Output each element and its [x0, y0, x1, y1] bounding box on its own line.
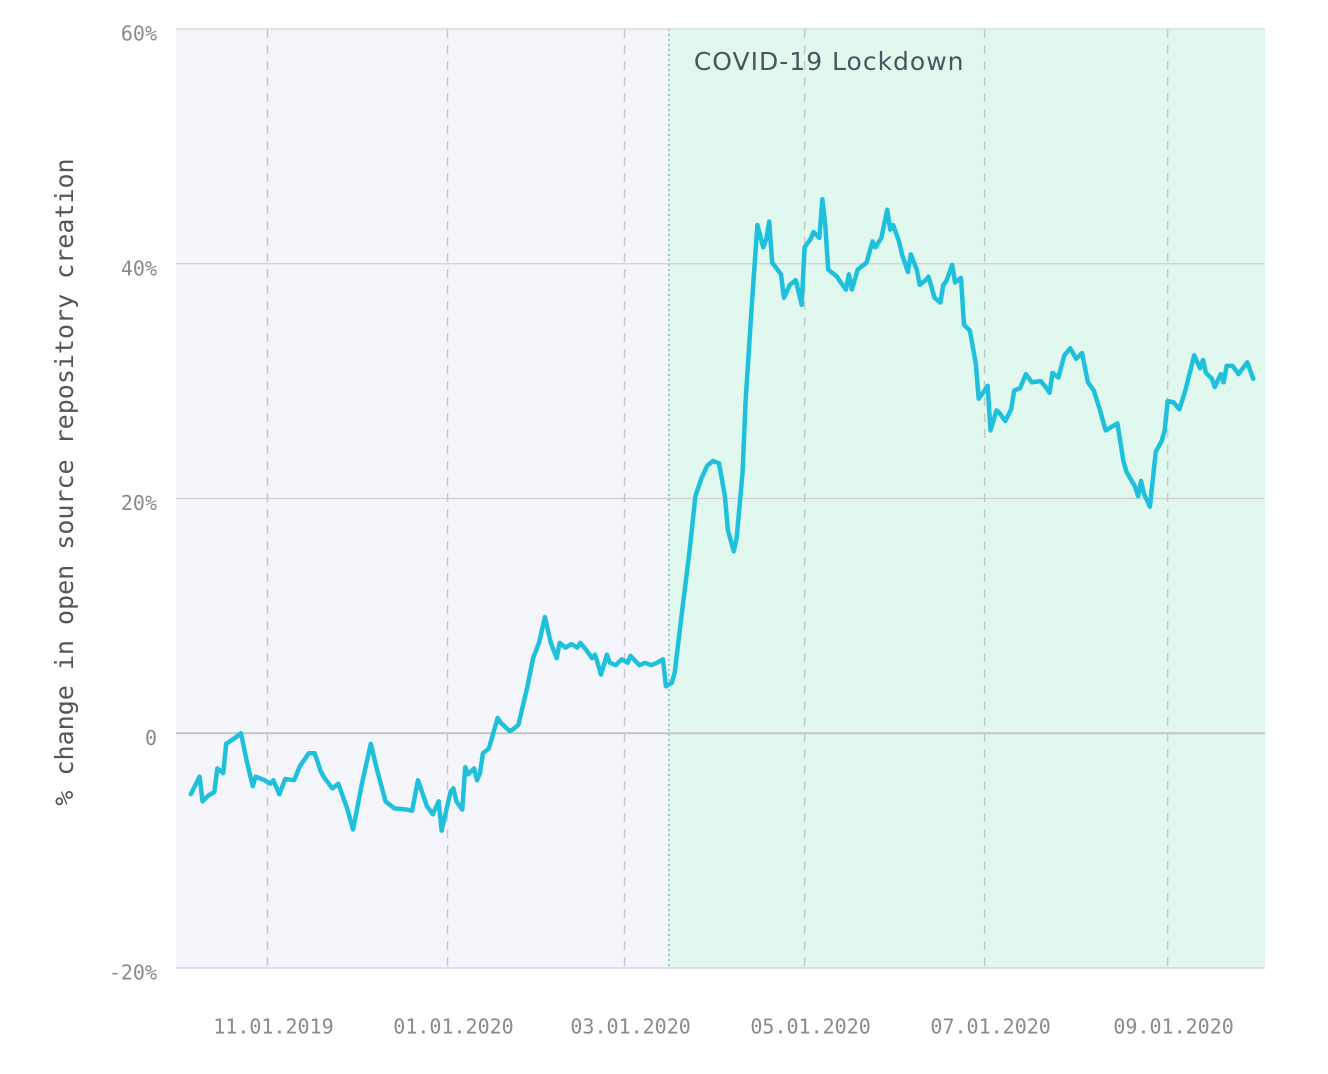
marks	[188, 196, 1256, 833]
data-line	[188, 196, 1256, 833]
labels: COVID-19 Lockdown -20% 0 20% 40% 60% 11.01.201…	[109, 22, 1234, 1039]
x-tick-label: 07.01.2020	[930, 1015, 1050, 1039]
grid	[176, 28, 1265, 969]
x-tick-label: 01.01.2020	[393, 1015, 513, 1039]
x-tick-label: 11.01.2019	[213, 1015, 333, 1039]
y-tick-label: 20%	[121, 491, 157, 515]
y-tick-label: 40%	[121, 256, 157, 280]
y-tick-label: 0	[145, 726, 157, 750]
x-tick-label: 05.01.2020	[750, 1015, 870, 1039]
x-tick-label: 03.01.2020	[570, 1015, 690, 1039]
y-tick-label: -20%	[109, 961, 157, 985]
y-tick-label: 60%	[121, 22, 157, 46]
region-label: COVID-19 Lockdown	[694, 47, 965, 76]
x-tick-label: 09.01.2020	[1113, 1015, 1233, 1039]
y-axis-label: % change in open source repository creat…	[50, 158, 79, 805]
